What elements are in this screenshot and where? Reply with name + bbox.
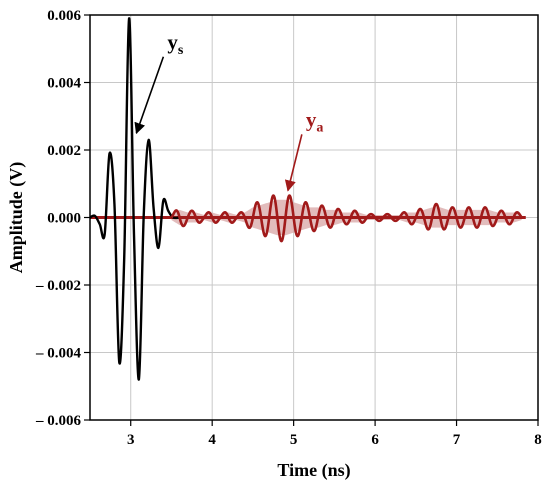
series-ys-line	[90, 17, 180, 381]
x-tick-label: 7	[453, 432, 461, 448]
x-tick-label: 3	[127, 432, 135, 448]
annotations: ys ya	[134, 30, 324, 192]
annotation-arrow-ya	[284, 134, 303, 192]
y-tick-label: – 0.004	[35, 346, 82, 362]
y-tick-label: – 0.006	[35, 413, 82, 429]
x-tick-label: 4	[208, 432, 216, 448]
x-tick-label: 8	[534, 432, 542, 448]
series-ya-line	[170, 194, 523, 243]
annotation-arrow-ys	[134, 56, 165, 135]
annotation-label-ys: ys	[167, 30, 184, 58]
axes: 3 4 5 6 7 8 – 0.006 – 0.004 – 0.002 0.000 0.002 0.0…	[35, 8, 542, 448]
y-tick-label: – 0.002	[35, 278, 81, 294]
y-tick-label: 0.006	[47, 8, 81, 24]
x-tick-label: 5	[290, 432, 298, 448]
plot-frame	[89, 14, 539, 421]
annotation-label-ya: ya	[306, 107, 324, 135]
y-axis-title: Amplitude (V)	[6, 162, 27, 274]
series-layer	[90, 17, 526, 381]
x-tick-label: 6	[371, 432, 379, 448]
y-tick-label: 0.002	[47, 143, 81, 159]
y-tick-label: 0.000	[47, 211, 81, 227]
x-axis-title: Time (ns)	[277, 460, 350, 481]
y-tick-label: 0.004	[47, 76, 81, 92]
